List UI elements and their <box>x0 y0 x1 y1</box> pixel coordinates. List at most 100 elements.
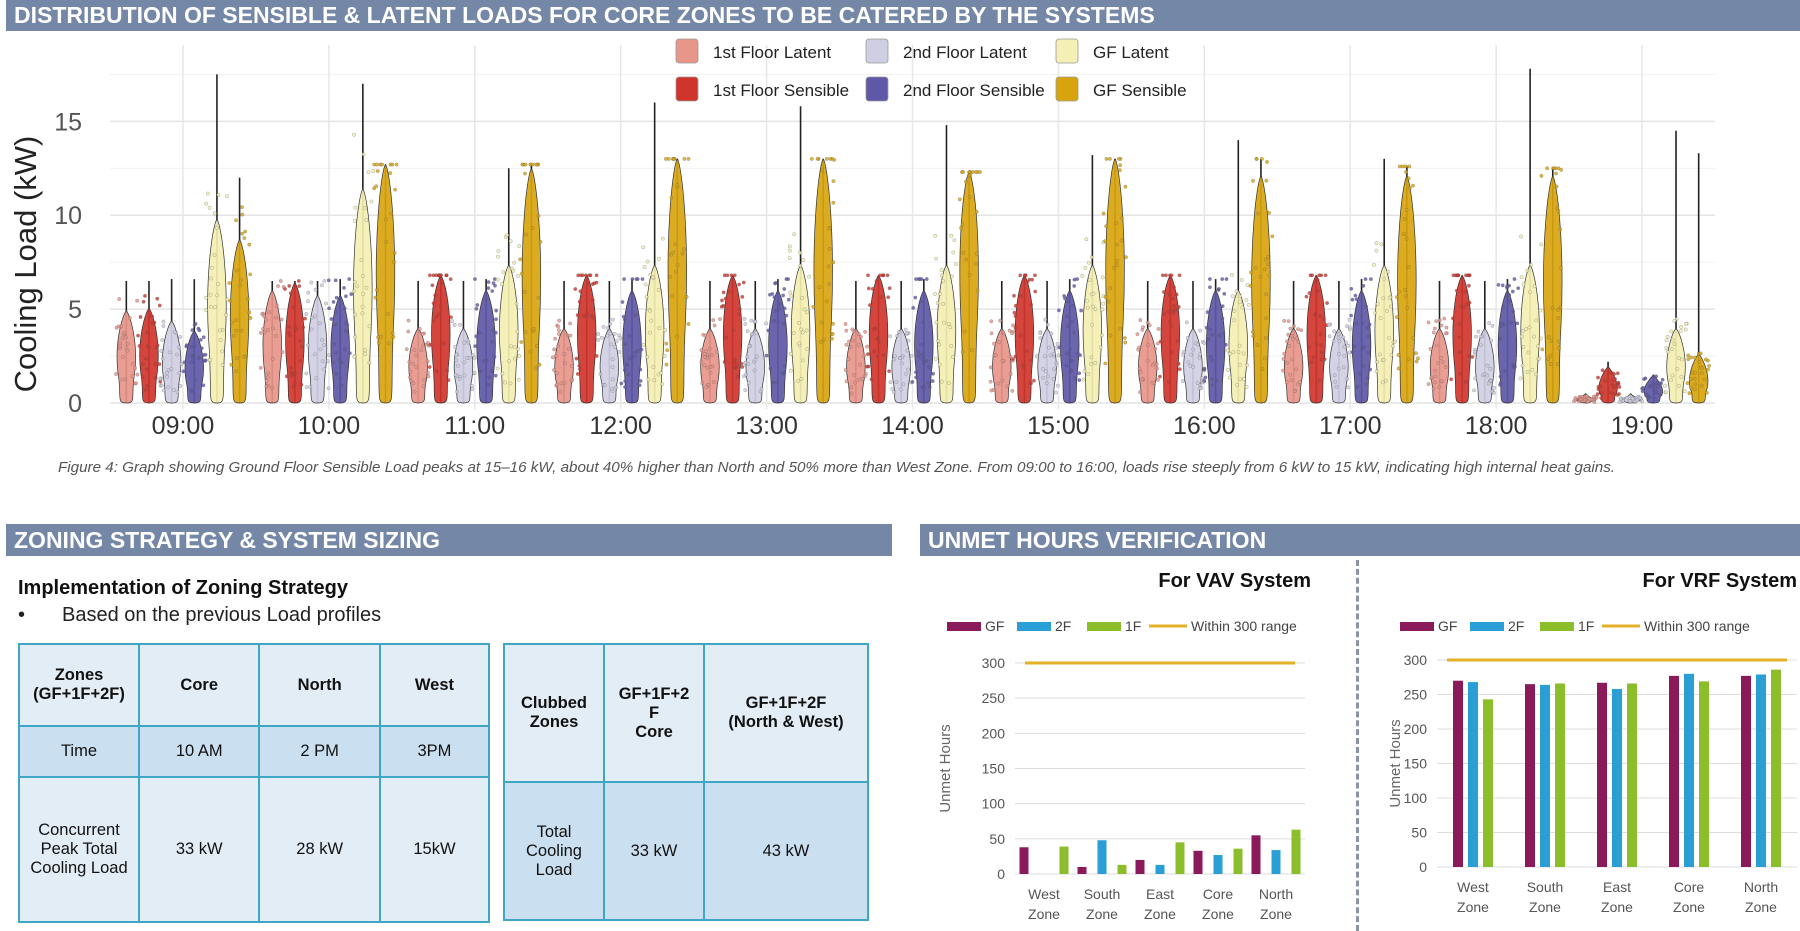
data-point <box>832 158 837 162</box>
data-point <box>352 280 357 284</box>
data-point <box>353 205 358 210</box>
data-point <box>737 312 742 317</box>
data-point <box>1289 378 1294 383</box>
data-point <box>1505 285 1509 290</box>
data-point <box>1467 300 1472 305</box>
data-point <box>866 273 870 278</box>
data-point <box>574 356 579 361</box>
data-point <box>369 199 374 204</box>
data-point <box>1138 318 1143 322</box>
data-point <box>844 379 849 384</box>
data-point <box>438 273 443 278</box>
data-point <box>801 258 806 262</box>
data-point <box>304 385 309 389</box>
data-point <box>1145 320 1150 325</box>
data-point <box>535 344 539 348</box>
data-point <box>114 372 118 376</box>
data-point <box>361 292 365 297</box>
data-point <box>961 170 965 174</box>
data-point <box>641 343 646 347</box>
data-point <box>631 354 636 359</box>
data-point <box>135 298 139 303</box>
data-point <box>1381 358 1386 362</box>
data-point <box>298 358 302 363</box>
data-point <box>799 377 804 381</box>
data-point <box>974 210 979 214</box>
data-point <box>822 337 826 342</box>
data-point <box>524 232 528 237</box>
data-point <box>1251 334 1256 339</box>
data-point <box>259 331 263 335</box>
legend-swatch <box>1400 622 1434 631</box>
data-point <box>353 312 358 317</box>
data-point <box>303 316 307 321</box>
data-point <box>1498 324 1503 329</box>
data-point <box>1231 350 1236 354</box>
data-point <box>306 343 310 348</box>
data-point <box>1677 383 1681 388</box>
legend-label: 2nd Floor Latent <box>903 43 1027 62</box>
data-point <box>1521 328 1526 333</box>
data-point <box>782 371 787 376</box>
data-point <box>1578 397 1583 402</box>
data-point <box>289 365 293 370</box>
data-point <box>298 338 303 343</box>
data-point <box>1525 268 1530 273</box>
data-point <box>807 274 811 279</box>
violin-body <box>1037 327 1057 404</box>
data-point <box>1524 327 1528 331</box>
data-point <box>1158 339 1163 344</box>
data-point <box>414 353 419 358</box>
data-point <box>906 338 911 343</box>
data-point <box>322 367 327 372</box>
data-point <box>1011 323 1015 328</box>
data-point <box>1443 365 1448 369</box>
data-point <box>421 384 426 389</box>
data-point <box>1700 371 1704 376</box>
data-point <box>1262 267 1267 272</box>
data-point <box>1051 352 1056 356</box>
data-point <box>575 372 580 376</box>
data-point <box>1082 369 1087 373</box>
data-point <box>1292 389 1297 393</box>
data-point <box>1013 303 1018 308</box>
data-point <box>1596 375 1600 380</box>
data-point <box>1336 336 1341 341</box>
data-point <box>507 359 511 364</box>
legend-label: GF <box>1438 618 1457 634</box>
data-point <box>520 162 525 167</box>
data-point <box>1248 283 1253 288</box>
data-point <box>826 264 831 269</box>
data-point <box>844 343 849 347</box>
data-point <box>1367 322 1372 327</box>
data-point <box>657 256 661 261</box>
data-point <box>1348 325 1352 330</box>
zoning-heading: Implementation of Zoning Strategy <box>18 577 349 599</box>
data-point <box>622 277 626 281</box>
data-point <box>936 339 941 343</box>
data-point <box>1467 283 1471 288</box>
data-point <box>1672 342 1677 346</box>
data-point <box>1396 366 1401 371</box>
data-point <box>1045 322 1050 327</box>
data-point <box>220 349 225 354</box>
data-point <box>330 360 335 365</box>
data-point <box>264 384 269 389</box>
data-point <box>1688 377 1693 382</box>
data-point <box>1664 390 1668 395</box>
data-point <box>1458 371 1463 376</box>
data-point <box>533 366 538 370</box>
data-point <box>575 313 580 317</box>
data-point <box>1443 331 1448 336</box>
data-point <box>651 365 656 369</box>
data-point <box>1119 238 1124 243</box>
data-point <box>888 334 893 339</box>
data-point <box>1089 362 1093 366</box>
data-point <box>1123 340 1128 345</box>
data-point <box>766 328 771 333</box>
data-point <box>225 194 230 199</box>
data-point <box>1185 336 1190 340</box>
data-point <box>1580 394 1585 399</box>
data-point <box>1518 376 1523 381</box>
core-header-cell: Core <box>137 643 261 727</box>
